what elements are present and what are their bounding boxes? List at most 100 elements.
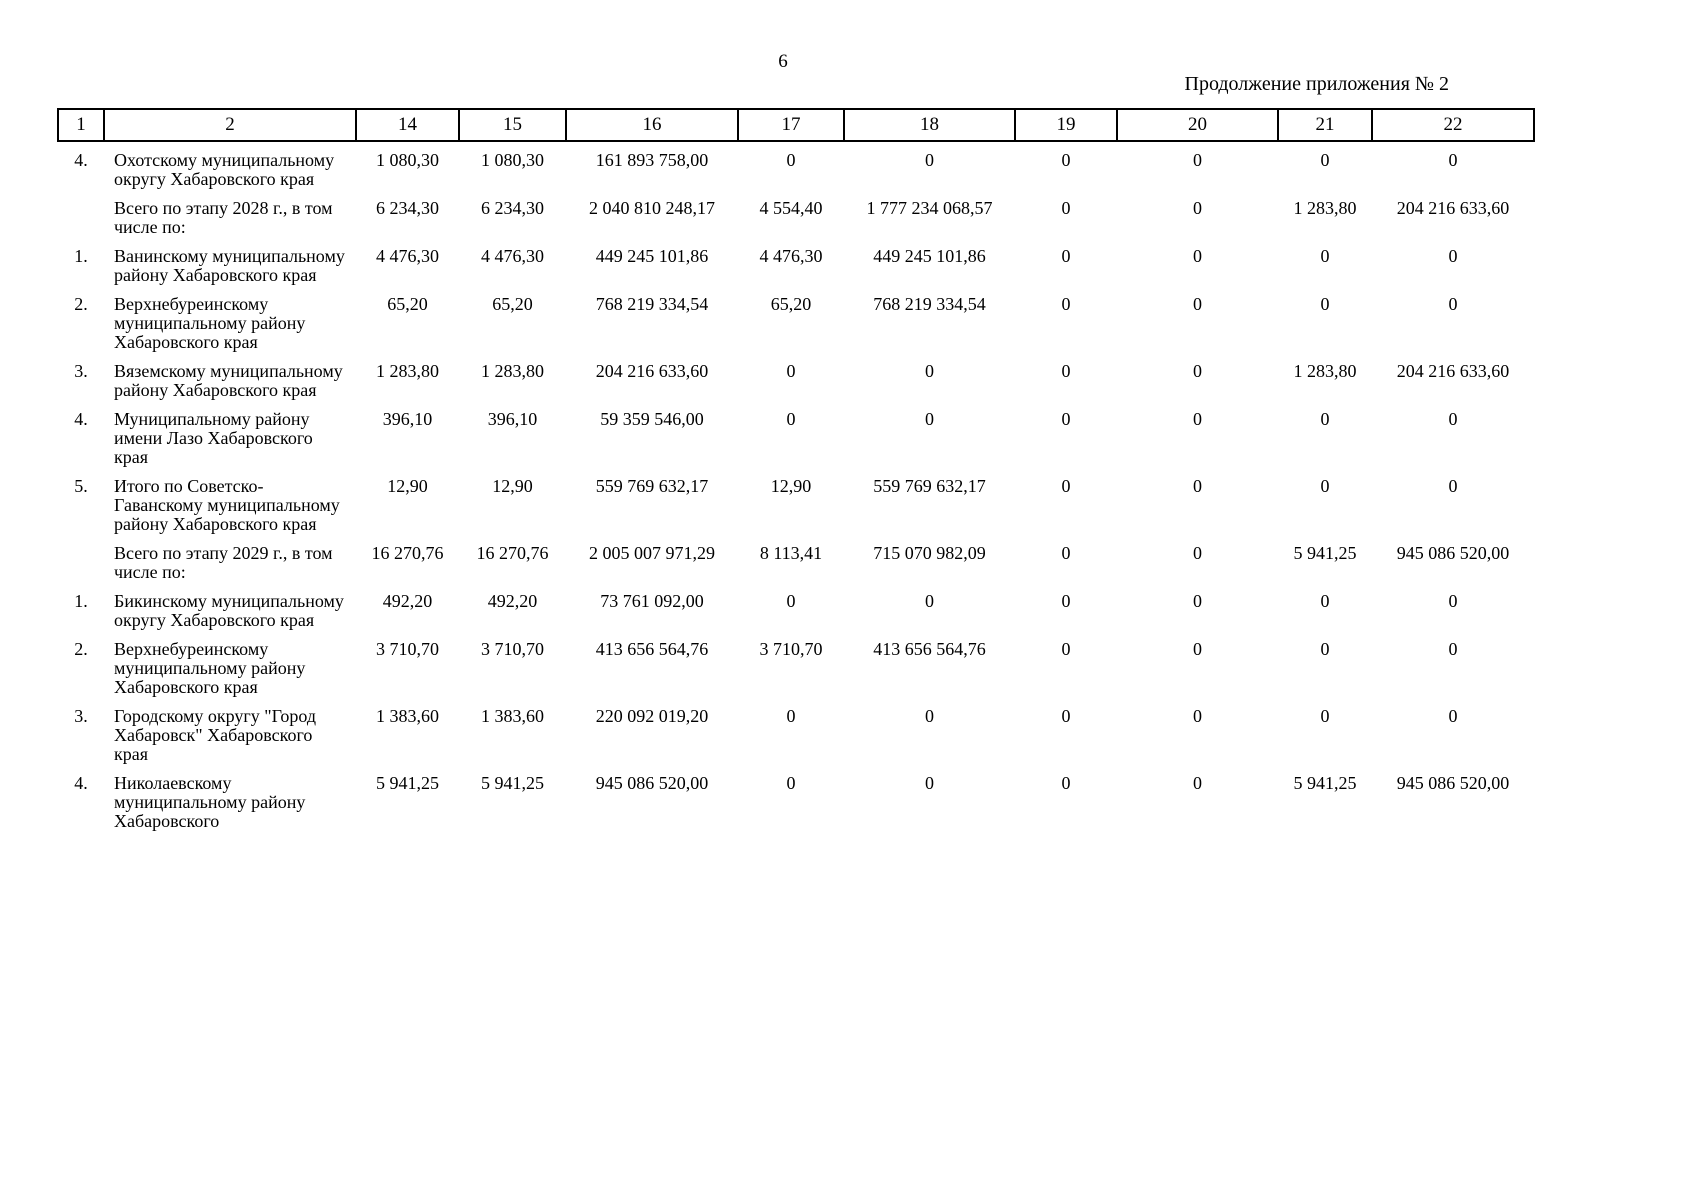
cell-value: 1 080,30 <box>376 150 439 170</box>
cell-value: 204 216 633,60 <box>1396 361 1510 381</box>
cell-value: 0 <box>1448 150 1458 170</box>
cell-value: 0 <box>1061 409 1071 429</box>
cell-value: 1 777 234 068,57 <box>866 198 993 218</box>
cell-value: 1 283,80 <box>481 361 544 381</box>
row-number: 1. <box>74 246 88 266</box>
cell-value: 0 <box>1448 476 1458 496</box>
cell-value: 0 <box>925 773 934 793</box>
table-row: 5. Итого по Советско-Гаванскому муниципал… <box>58 468 1534 535</box>
cell-value: 3 710,70 <box>481 639 544 659</box>
row-number: 2. <box>74 639 88 659</box>
cell-value: 5 941,25 <box>481 773 544 793</box>
cell-value: 204 216 633,60 <box>595 361 709 381</box>
cell-value: 0 <box>925 706 934 726</box>
cell-value: 0 <box>1448 591 1458 611</box>
cell-value: 2 040 810 248,17 <box>589 198 715 218</box>
row-name: Всего по этапу 2029 г., в том числе по: <box>114 543 333 582</box>
cell-value: 0 <box>786 150 796 170</box>
cell-value: 1 383,60 <box>481 706 544 726</box>
cell-value: 0 <box>1448 639 1458 659</box>
cell-value: 0 <box>1061 706 1071 726</box>
cell-value: 492,20 <box>382 591 433 611</box>
cell-value: 4 476,30 <box>376 246 439 266</box>
column-header-15: 15 <box>458 108 567 142</box>
row-name: Муниципальному району имени Лазо Хабаров… <box>114 409 313 467</box>
row-number: 4. <box>74 409 88 429</box>
cell-value: 0 <box>925 361 934 381</box>
cell-value: 0 <box>1193 198 1202 218</box>
cell-value: 12,90 <box>492 476 533 496</box>
cell-value: 0 <box>786 773 796 793</box>
appendix-table: 1 2 14 15 16 17 18 19 20 21 22 4. Охотскому муницип… <box>57 108 1535 832</box>
row-name: Охотскому муниципальному округу Хабаровс… <box>114 150 335 189</box>
cell-value: 0 <box>786 706 796 726</box>
cell-value: 0 <box>786 409 796 429</box>
cell-value: 16 270,76 <box>476 543 549 563</box>
column-header-17: 17 <box>737 108 845 142</box>
table-row: 4. Муниципальному району имени Лазо Хабар… <box>58 401 1534 468</box>
table-row: 4. Николаевскому муниципальному району Ха… <box>58 765 1534 832</box>
cell-value: 0 <box>1320 639 1330 659</box>
table-row: 3. Вяземскому муниципальному району Хабар… <box>58 353 1534 401</box>
cell-value: 945 086 520,00 <box>1396 773 1510 793</box>
cell-value: 5 941,25 <box>1293 773 1357 793</box>
cell-value: 65,20 <box>770 294 812 314</box>
cell-value: 1 283,80 <box>376 361 439 381</box>
row-name: Бикинскому муниципальному округу Хабаров… <box>114 591 344 630</box>
table-row: 1. Ванинскому муниципальному району Хабар… <box>58 238 1534 286</box>
table-row: Всего по этапу 2029 г., в том числе по: 1… <box>58 535 1534 583</box>
cell-value: 0 <box>786 361 796 381</box>
cell-value: 6 234,30 <box>481 198 544 218</box>
table-row: 2. Верхнебуреинскому муниципальному район… <box>58 286 1534 353</box>
cell-value: 0 <box>1061 150 1071 170</box>
cell-value: 0 <box>1448 706 1458 726</box>
row-number: 4. <box>74 150 88 170</box>
cell-value: 396,10 <box>382 409 433 429</box>
cell-value: 0 <box>1193 246 1202 266</box>
cell-value: 65,20 <box>387 294 428 314</box>
row-name: Николаевскому муниципальному району Хаба… <box>114 773 306 831</box>
row-number <box>58 535 104 583</box>
cell-value: 0 <box>1193 706 1202 726</box>
cell-value: 1 080,30 <box>481 150 544 170</box>
cell-value: 0 <box>1193 409 1202 429</box>
column-header-2: 2 <box>103 108 357 142</box>
cell-value: 8 113,41 <box>759 543 823 563</box>
cell-value: 4 476,30 <box>759 246 823 266</box>
table-body: 4. Охотскому муниципальному округу Хабаро… <box>58 141 1534 832</box>
cell-value: 0 <box>1061 294 1071 314</box>
cell-value: 768 219 334,54 <box>595 294 709 314</box>
row-name: Верхнебуреинскому муниципальному району … <box>114 294 306 352</box>
cell-value: 4 476,30 <box>481 246 544 266</box>
cell-value: 5 941,25 <box>376 773 439 793</box>
cell-value: 0 <box>1193 150 1202 170</box>
cell-value: 1 283,80 <box>1293 198 1357 218</box>
cell-value: 0 <box>1320 246 1330 266</box>
column-header-19: 19 <box>1014 108 1118 142</box>
cell-value: 0 <box>1448 294 1458 314</box>
cell-value: 73 761 092,00 <box>600 591 704 611</box>
cell-value: 396,10 <box>487 409 538 429</box>
cell-value: 0 <box>1320 476 1330 496</box>
cell-value: 0 <box>1193 543 1202 563</box>
cell-value: 449 245 101,86 <box>595 246 709 266</box>
cell-value: 559 769 632,17 <box>873 476 986 496</box>
cell-value: 0 <box>1320 294 1330 314</box>
cell-value: 0 <box>1193 294 1202 314</box>
cell-value: 0 <box>1320 409 1330 429</box>
cell-value: 59 359 546,00 <box>600 409 704 429</box>
cell-value: 449 245 101,86 <box>873 246 986 266</box>
cell-value: 3 710,70 <box>759 639 823 659</box>
cell-value: 16 270,76 <box>371 543 444 563</box>
column-header-22: 22 <box>1371 108 1535 142</box>
column-header-1: 1 <box>57 108 105 142</box>
row-number: 5. <box>74 476 88 496</box>
row-number: 4. <box>74 773 88 793</box>
cell-value: 161 893 758,00 <box>595 150 709 170</box>
cell-value: 3 710,70 <box>376 639 439 659</box>
cell-value: 413 656 564,76 <box>873 639 986 659</box>
table-row: 4. Охотскому муниципальному округу Хабаро… <box>58 141 1534 190</box>
row-number <box>58 190 104 238</box>
cell-value: 559 769 632,17 <box>595 476 709 496</box>
table-row: 3. Городскому округу "Город Хабаровск" Ха… <box>58 698 1534 765</box>
